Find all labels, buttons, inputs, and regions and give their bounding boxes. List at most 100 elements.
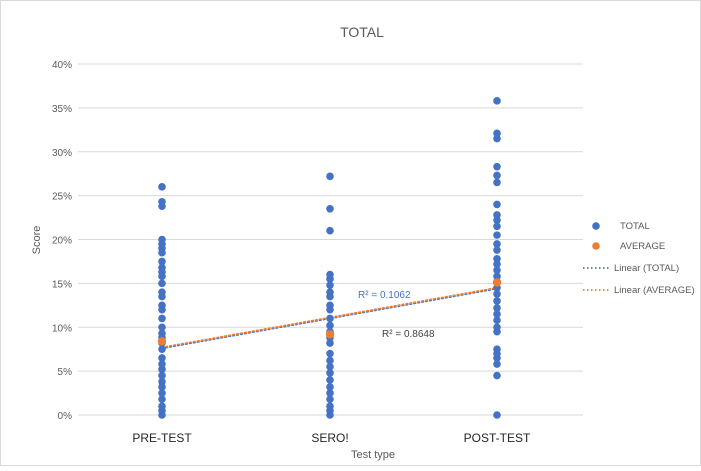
data-point-total	[158, 272, 166, 281]
y-tick-label: 30%	[52, 148, 72, 159]
data-point-total	[493, 304, 501, 312]
data-point-total	[158, 202, 166, 210]
data-point-total	[158, 345, 166, 353]
x-tick-label: SERO!	[311, 431, 348, 445]
x-tick-labels: PRE-TEST SERO! POST-TEST	[132, 431, 531, 445]
chart-title: TOTAL	[340, 24, 384, 40]
data-point-total	[326, 362, 334, 371]
data-point-total	[158, 279, 166, 288]
data-point-total	[493, 231, 501, 239]
legend-marker	[592, 222, 600, 230]
data-point-total	[326, 172, 334, 181]
data-point-total	[493, 178, 501, 187]
data-point-total	[326, 356, 334, 365]
data-point-total	[158, 395, 166, 404]
data-point-total	[158, 305, 166, 314]
x-tick-label: POST-TEST	[464, 431, 531, 445]
y-tick-label: 25%	[52, 192, 72, 203]
data-point-total	[493, 97, 501, 105]
r2-labels: R² = 0.1062 R² = 0.8648	[358, 290, 435, 340]
y-tick-label: 40%	[52, 60, 72, 71]
data-point-total	[493, 171, 501, 180]
data-point-total	[326, 305, 334, 314]
data-point-total	[493, 411, 501, 419]
x-axis-label: Test type	[351, 449, 395, 461]
data-point-total	[326, 226, 334, 235]
data-point-total	[158, 323, 166, 332]
data-point-total	[326, 275, 334, 283]
data-point-total	[326, 321, 334, 330]
y-tick-label: 15%	[52, 279, 72, 290]
legend-label: AVERAGE	[620, 241, 665, 252]
data-point-total	[158, 257, 166, 266]
y-axis-label: Score	[31, 226, 43, 255]
data-point-total	[326, 369, 334, 377]
data-point-total	[326, 411, 334, 419]
data-point-total	[326, 349, 334, 358]
r2-label: R² = 0.1062	[358, 290, 411, 301]
data-point-total	[493, 266, 501, 275]
data-points	[157, 97, 502, 419]
data-point-average	[157, 337, 167, 346]
y-tick-label: 35%	[52, 104, 72, 115]
data-point-total	[326, 204, 334, 213]
data-point-total	[326, 395, 334, 404]
data-point-average	[325, 330, 335, 339]
r2-label: R² = 0.8648	[382, 329, 435, 340]
data-point-total	[493, 272, 501, 281]
data-point-total	[158, 314, 166, 323]
data-point-total	[158, 365, 166, 374]
data-point-total	[158, 383, 166, 391]
y-tick-label: 10%	[52, 323, 72, 334]
data-point-total	[158, 377, 166, 386]
data-point-total	[158, 354, 166, 362]
x-tick-label: PRE-TEST	[132, 431, 192, 445]
data-point-total	[493, 134, 501, 143]
data-point-total	[493, 371, 501, 380]
legend-marker	[592, 242, 600, 250]
data-point-total	[158, 292, 166, 301]
y-tick-label: 0%	[58, 411, 73, 422]
data-point-total	[493, 327, 501, 336]
data-point-total	[493, 255, 501, 263]
data-point-average	[492, 278, 502, 287]
data-point-total	[326, 389, 334, 397]
data-point-total	[493, 354, 501, 362]
data-point-total	[493, 162, 501, 171]
data-point-total	[493, 310, 501, 318]
data-point-total	[158, 183, 166, 191]
data-point-total	[326, 339, 334, 347]
data-point-total	[158, 248, 166, 257]
data-point-total	[326, 376, 334, 384]
data-point-total	[493, 290, 501, 298]
data-point-total	[158, 371, 166, 380]
data-point-total	[326, 314, 334, 323]
data-point-total	[493, 240, 501, 248]
legend-label: Linear (AVERAGE)	[614, 285, 695, 296]
data-point-total	[158, 389, 166, 397]
data-point-total	[493, 129, 501, 138]
y-tick-label: 5%	[58, 367, 73, 378]
data-point-total	[493, 216, 501, 224]
data-point-total	[493, 316, 501, 325]
data-point-total	[326, 383, 334, 391]
legend: TOTAL AVERAGE Linear (TOTAL) Linear (AVERAG…	[583, 221, 695, 296]
data-point-total	[493, 297, 501, 305]
y-tick-labels: 0% 5% 10% 15% 20% 25% 30% 35% 40%	[52, 60, 72, 422]
data-point-total	[158, 411, 166, 419]
data-point-total	[493, 211, 501, 219]
data-point-total	[158, 360, 166, 368]
data-point-total	[493, 360, 501, 368]
data-point-total	[493, 200, 501, 209]
legend-label: TOTAL	[620, 221, 650, 232]
data-point-total	[326, 281, 334, 289]
data-point-total	[493, 260, 501, 268]
data-point-total	[493, 246, 501, 254]
legend-label: Linear (TOTAL)	[614, 263, 679, 274]
data-point-total	[493, 222, 501, 231]
data-point-total	[326, 292, 334, 301]
y-tick-label: 20%	[52, 236, 72, 247]
